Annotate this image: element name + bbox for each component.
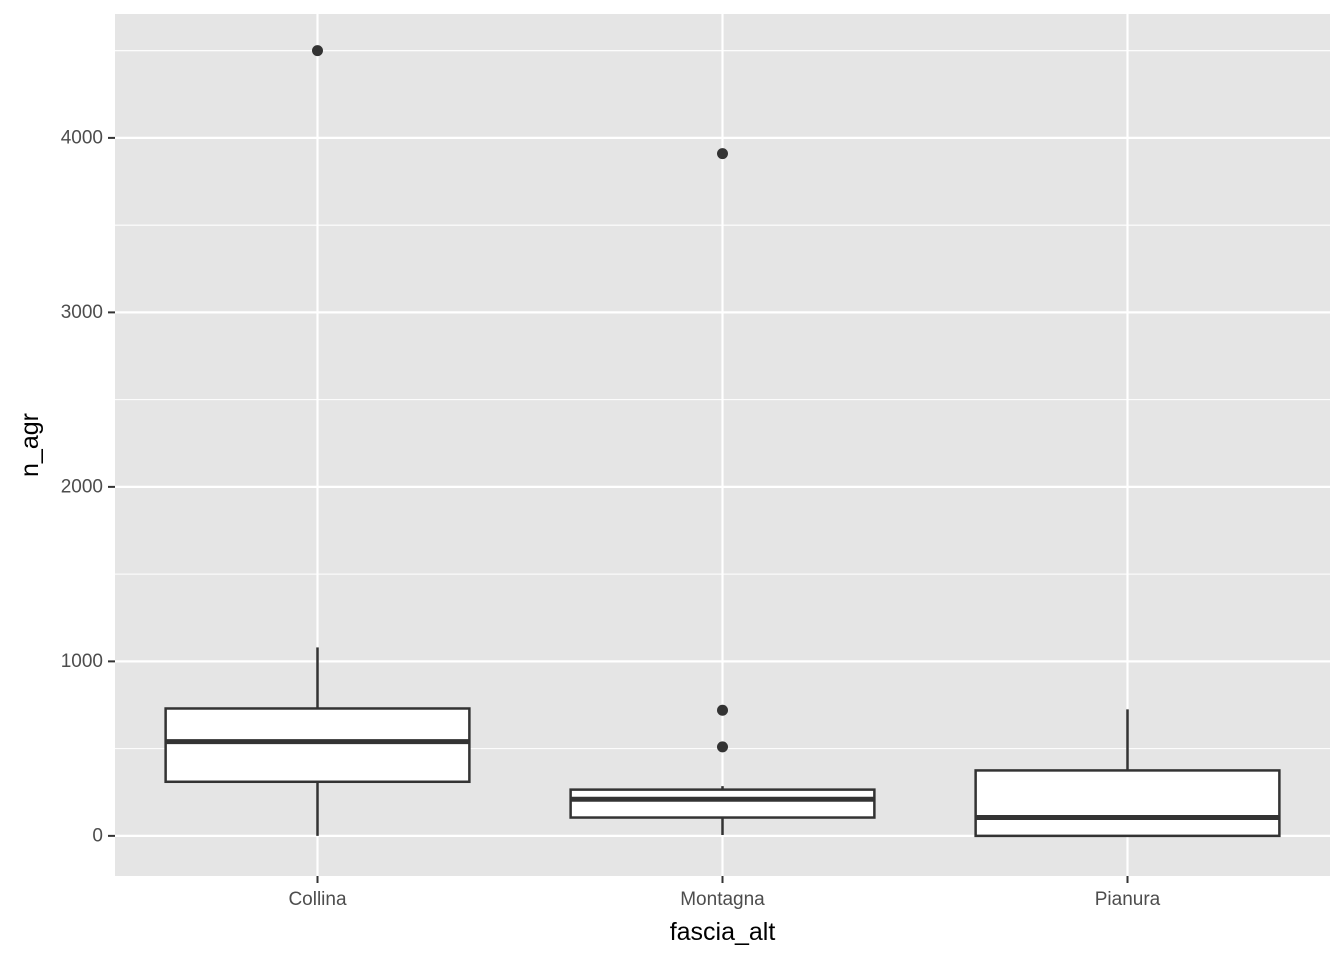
x-tick-label: Collina [288,889,347,910]
x-tick-label: Pianura [1095,889,1161,910]
outlier-point [717,704,728,716]
box-iqr [164,707,471,784]
y-axis: 0 1000 2000 3000 4000 [61,127,115,846]
box-iqr [974,769,1281,838]
x-tick-label: Montagna [680,889,765,910]
y-tick-label: 1000 [61,651,103,672]
x-axis: Collina Montagna Pianura [288,876,1161,910]
outlier-point [312,45,323,57]
box-iqr [569,788,876,819]
y-tick-label: 0 [92,825,103,846]
outlier-point [717,741,728,753]
y-axis-title: n_agr [16,413,44,477]
boxes [164,45,1281,838]
y-tick-label: 2000 [61,476,103,497]
y-tick-label: 4000 [61,127,103,148]
x-axis-title: fascia_alt [670,918,776,946]
box-pianura [974,709,1281,838]
y-tick-label: 3000 [61,302,103,323]
outlier-point [717,148,728,160]
box-collina [164,45,471,836]
box-montagna [569,148,876,835]
